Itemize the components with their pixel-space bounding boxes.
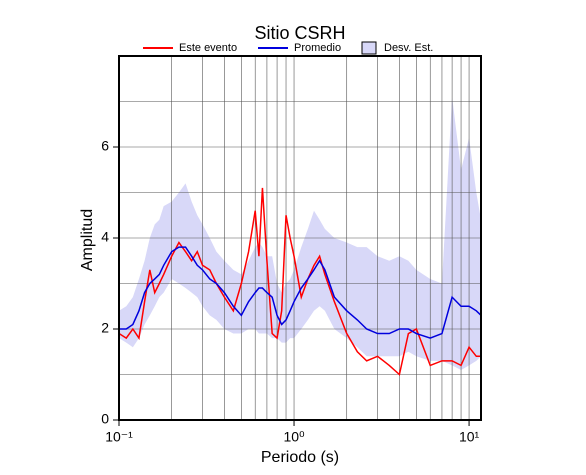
y-tick-label: 4	[101, 229, 109, 245]
x-axis-label: Periodo (s)	[261, 449, 339, 466]
x-tick-label: 10⁻¹	[105, 429, 133, 445]
y-tick-label: 6	[101, 138, 109, 154]
y-tick-label: 0	[101, 411, 109, 427]
y-axis-label: Amplitud	[79, 209, 96, 271]
x-tick-label: 10¹	[459, 429, 480, 445]
legend-label: Este evento	[179, 42, 237, 54]
chart-title: Sitio CSRH	[254, 23, 345, 43]
y-tick-label: 2	[101, 320, 109, 336]
legend-label: Desv. Est.	[384, 42, 433, 54]
legend-label: Promedio	[294, 42, 341, 54]
std-band	[119, 96, 481, 370]
x-tick-label: 10⁰	[283, 429, 305, 445]
series-line	[118, 187, 481, 376]
series-line	[119, 246, 482, 339]
legend-swatch	[361, 41, 377, 55]
